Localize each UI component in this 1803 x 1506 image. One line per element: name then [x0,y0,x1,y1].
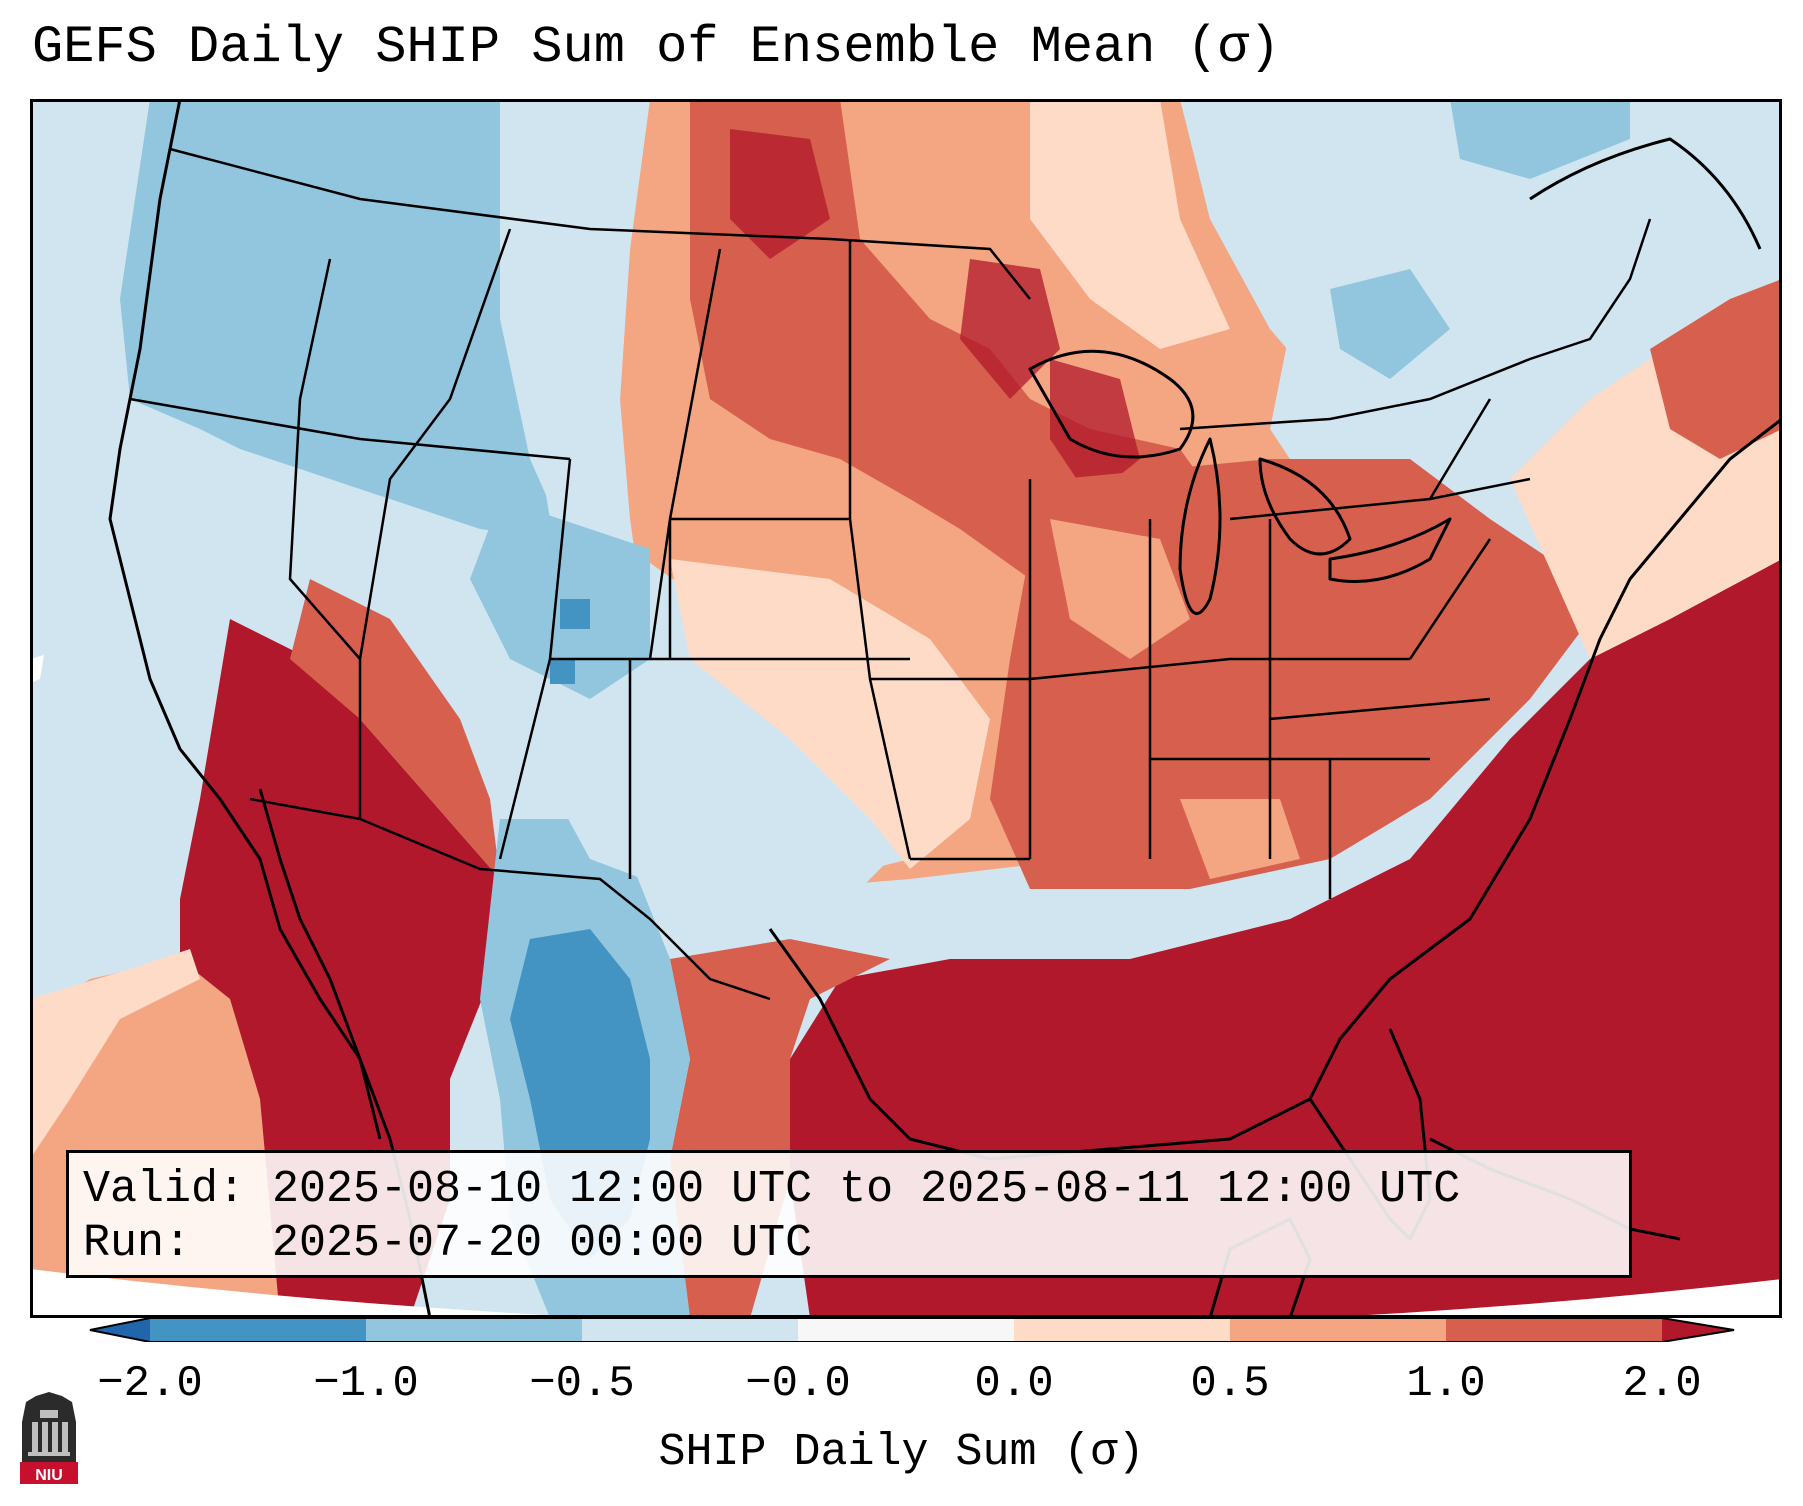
niu-logo: NIU [20,1392,78,1484]
colorbar-label: SHIP Daily Sum (σ) [658,1427,1145,1478]
colorbar-tick-label: −2.0 [97,1359,203,1409]
map-panel [30,99,1782,1318]
cool-region-quebec [1180,99,1782,439]
gulf-coast [768,417,1782,1161]
light-region-south-plains [670,559,990,869]
states-east [1028,398,1531,899]
state-borders [129,147,1652,1001]
cool-region-four-corners-dark [550,599,590,684]
hot-region-southeast [790,559,1782,1318]
colorbar-tick-label: −1.0 [313,1359,419,1409]
colorbar-bin [1446,1318,1663,1342]
great-lakes [1028,349,1452,615]
us-canada-border [169,147,1652,431]
colorbar-tick-label: 0.5 [1190,1359,1270,1409]
colorbar-tick-label: 0.0 [974,1359,1054,1409]
warm-region-ohio-valley [1050,519,1300,879]
chart-title: GEFS Daily SHIP Sum of Ensemble Mean (σ) [32,18,1281,77]
baja-coast [258,788,382,1140]
colorbar-bin [1230,1318,1447,1342]
colorbar-tick-label: 1.0 [1406,1359,1486,1409]
warm-region-nova-scotia [1650,279,1782,459]
colorbar-tick-label: −0.5 [529,1359,635,1409]
warm-region-canada [1030,99,1230,349]
light-region-pacific-edge [30,949,200,1159]
colorbar-tick-label: 2.0 [1622,1359,1702,1409]
cool-region-rockies [500,99,650,549]
states-west [129,228,1030,879]
cool-region-texas [530,739,890,899]
logo-text: NIU [35,1467,63,1484]
colorbar-bin [798,1318,1015,1342]
valid-time-text: Valid: 2025-08-10 12:00 UTC to 2025-08-1… [83,1164,1461,1215]
colorbar-bin [582,1318,799,1342]
cool-region-quebec-mid [1330,99,1630,379]
warm-region-arizona-edge [290,579,500,879]
colorbar-outline [89,1318,1735,1342]
valid-run-infobox: Valid: 2025-08-10 12:00 UTC to 2025-08-1… [66,1150,1632,1278]
cool-region-northwest [120,99,590,579]
colorbar-tick-label: −0.0 [745,1359,851,1409]
warm-region-dakotas-core [730,129,1140,499]
run-time-text: Run: 2025-07-20 00:00 UTC [83,1218,813,1269]
colorbar-bin [1662,1318,1734,1342]
projection-edge [30,1269,1782,1318]
hudson-coast [1529,137,1762,250]
projection-edge-west [30,655,44,683]
colorbar-bin [90,1318,150,1342]
colorbar-bin [366,1318,583,1342]
colorbar-bin [150,1318,367,1342]
colorbar-bin [1014,1318,1231,1342]
colorbar [89,1318,1735,1342]
